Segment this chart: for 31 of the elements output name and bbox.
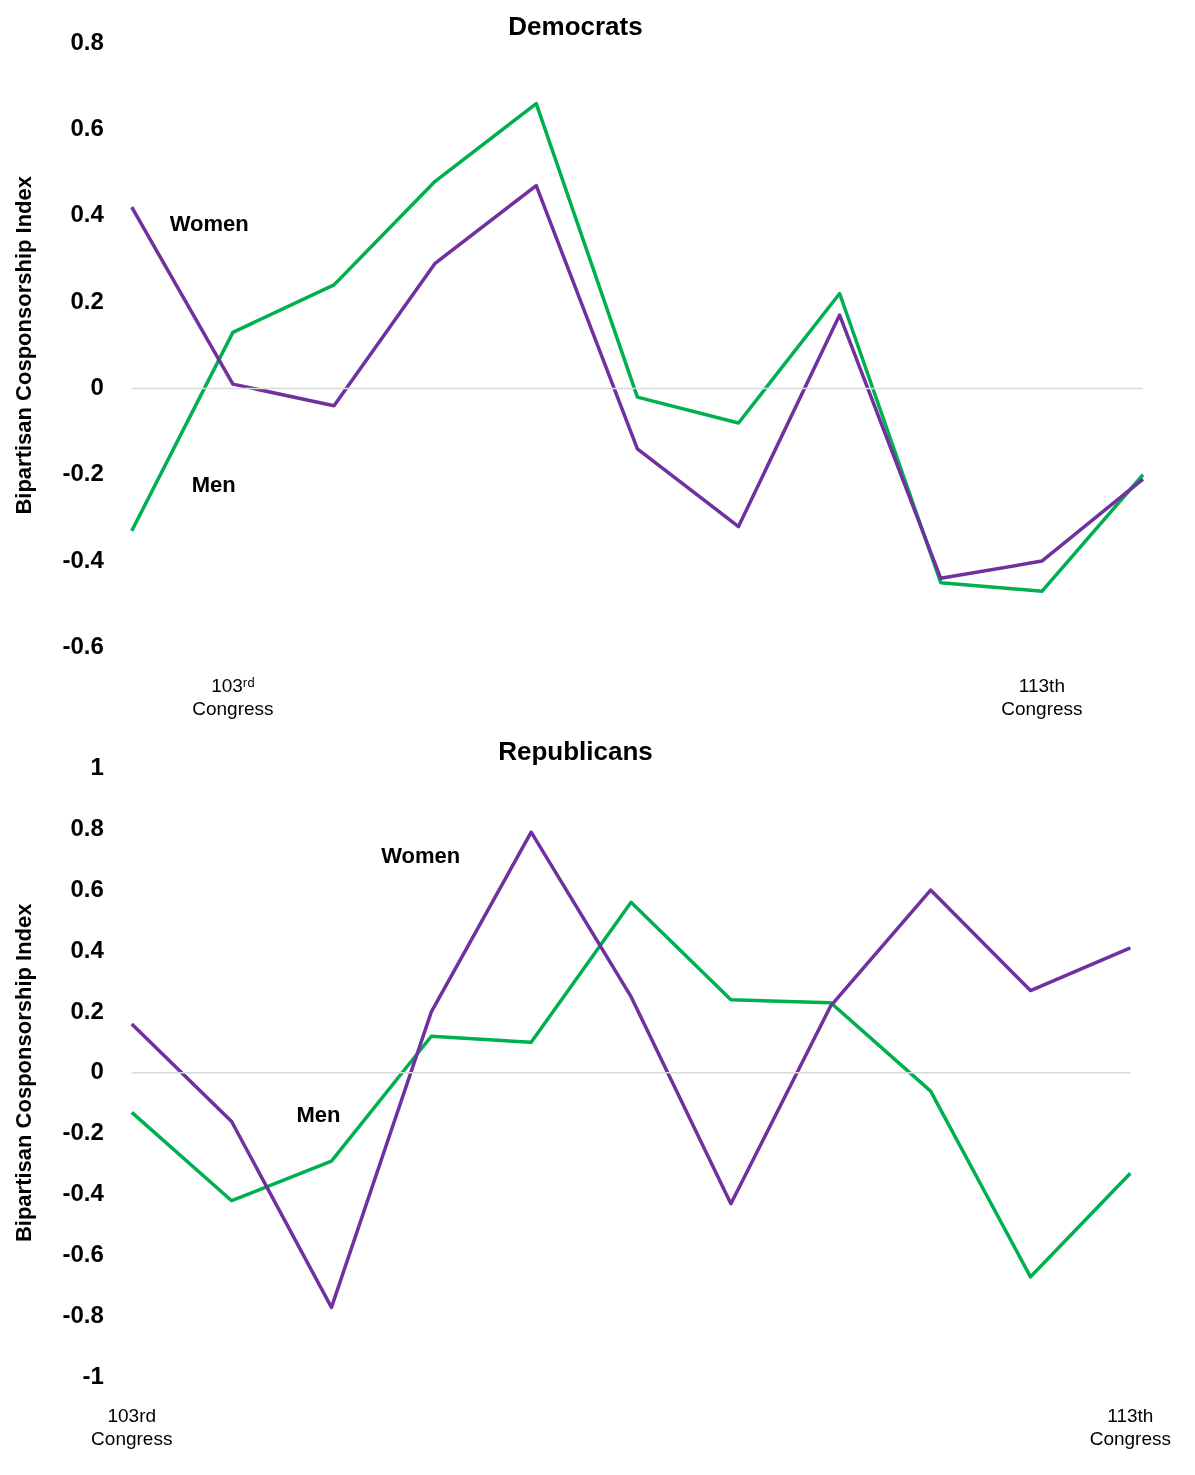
y-tick-label: 1 bbox=[90, 752, 104, 780]
series-label: Men bbox=[296, 1102, 341, 1128]
y-tick-label: -0.6 bbox=[62, 632, 104, 660]
y-tick-label: 0.4 bbox=[70, 200, 105, 228]
x-tick-label: 113th Congress bbox=[1089, 1405, 1172, 1449]
y-tick-label: -1 bbox=[82, 1362, 104, 1390]
y-axis-title: Bipartisan Cosponsorship Index bbox=[11, 175, 37, 515]
y-tick-label: 0.6 bbox=[70, 114, 104, 142]
y-tick-label: 0.8 bbox=[70, 27, 104, 55]
chart-title: Democrats bbox=[508, 10, 643, 41]
y-tick-label: -0.2 bbox=[62, 459, 104, 487]
y-tick-label: 0.8 bbox=[70, 813, 104, 841]
y-tick-label: -0.8 bbox=[62, 1301, 104, 1329]
x-tick-label: 103ʳᵈ Congress bbox=[192, 675, 274, 719]
chart-title: Republicans bbox=[498, 735, 653, 766]
series-label: Men bbox=[191, 471, 236, 497]
y-tick-label: 0 bbox=[90, 1057, 104, 1085]
y-axis-title: Bipartisan Cosponsorship Index bbox=[11, 902, 37, 1243]
y-tick-label: -0.4 bbox=[62, 1179, 105, 1207]
x-tick-label: 113th Congress bbox=[1001, 675, 1083, 719]
text: Women bbox=[381, 843, 461, 869]
x-tick-label: 103rd Congress bbox=[91, 1405, 173, 1449]
series-label: Women bbox=[169, 211, 249, 237]
y-tick-label: -0.6 bbox=[62, 1240, 104, 1268]
y-tick-label: 0.4 bbox=[70, 935, 105, 963]
y-tick-label: 0.2 bbox=[70, 996, 104, 1024]
y-tick-label: 0.6 bbox=[70, 874, 104, 902]
y-tick-label: 0 bbox=[90, 373, 104, 401]
y-tick-label: -0.2 bbox=[62, 1118, 104, 1146]
y-tick-label: 0.2 bbox=[70, 286, 104, 314]
y-tick-label: -0.4 bbox=[62, 545, 105, 573]
